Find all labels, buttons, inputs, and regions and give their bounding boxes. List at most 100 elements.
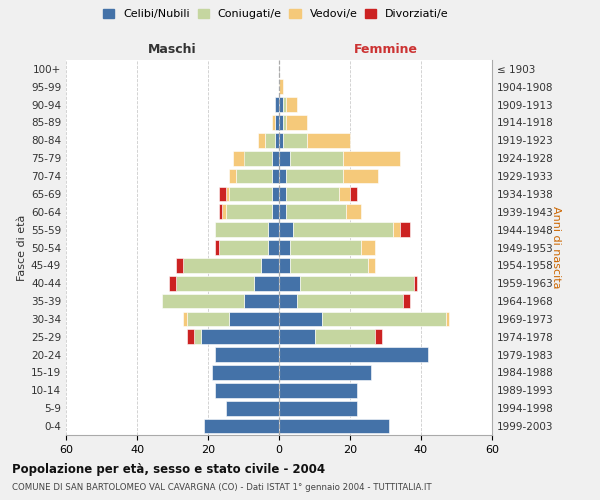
Text: Femmine: Femmine bbox=[353, 44, 418, 57]
Bar bbox=[290, 258, 368, 272]
Bar bbox=[268, 222, 279, 237]
Bar bbox=[286, 204, 346, 219]
Bar bbox=[176, 276, 254, 290]
Bar bbox=[301, 276, 414, 290]
Legend: Celibi/Nubili, Coniugati/e, Vedovi/e, Divorziati/e: Celibi/Nubili, Coniugati/e, Vedovi/e, Di… bbox=[100, 6, 452, 22]
Bar bbox=[215, 240, 218, 255]
Bar bbox=[272, 151, 279, 166]
Bar bbox=[283, 98, 286, 112]
Bar bbox=[229, 168, 236, 184]
Bar bbox=[222, 204, 226, 219]
Bar bbox=[215, 222, 268, 237]
Bar bbox=[340, 186, 350, 201]
Bar bbox=[194, 330, 201, 344]
Text: Popolazione per età, sesso e stato civile - 2004: Popolazione per età, sesso e stato civil… bbox=[12, 462, 325, 475]
Bar bbox=[279, 222, 293, 237]
Bar bbox=[279, 365, 371, 380]
Text: Maschi: Maschi bbox=[148, 44, 197, 57]
Bar bbox=[279, 276, 301, 290]
Bar bbox=[215, 383, 279, 398]
Bar bbox=[368, 258, 375, 272]
Bar bbox=[279, 258, 290, 272]
Bar bbox=[183, 258, 261, 272]
Bar bbox=[254, 276, 279, 290]
Bar bbox=[279, 168, 286, 184]
Bar bbox=[212, 365, 279, 380]
Bar bbox=[279, 330, 314, 344]
Bar bbox=[279, 80, 283, 94]
Bar bbox=[286, 115, 307, 130]
Bar bbox=[283, 133, 307, 148]
Bar bbox=[226, 401, 279, 415]
Bar bbox=[375, 330, 382, 344]
Bar bbox=[279, 204, 286, 219]
Bar bbox=[229, 312, 279, 326]
Bar bbox=[392, 222, 400, 237]
Bar bbox=[279, 419, 389, 434]
Bar bbox=[279, 348, 428, 362]
Bar bbox=[279, 294, 297, 308]
Bar bbox=[183, 312, 187, 326]
Bar bbox=[275, 115, 279, 130]
Bar bbox=[293, 222, 392, 237]
Bar bbox=[226, 186, 229, 201]
Bar bbox=[279, 115, 283, 130]
Bar bbox=[162, 294, 244, 308]
Bar bbox=[244, 151, 272, 166]
Bar bbox=[279, 312, 322, 326]
Bar bbox=[307, 133, 350, 148]
Y-axis label: Fasce di età: Fasce di età bbox=[17, 214, 27, 280]
Bar bbox=[286, 168, 343, 184]
Bar bbox=[261, 258, 279, 272]
Bar bbox=[268, 240, 279, 255]
Bar bbox=[279, 383, 357, 398]
Bar bbox=[350, 186, 357, 201]
Bar bbox=[414, 276, 418, 290]
Bar bbox=[218, 204, 222, 219]
Bar bbox=[446, 312, 449, 326]
Bar bbox=[229, 186, 272, 201]
Bar bbox=[187, 312, 229, 326]
Bar bbox=[176, 258, 183, 272]
Bar bbox=[279, 151, 290, 166]
Bar bbox=[279, 401, 357, 415]
Bar bbox=[265, 133, 275, 148]
Bar bbox=[272, 186, 279, 201]
Bar bbox=[279, 98, 283, 112]
Bar bbox=[403, 294, 410, 308]
Bar bbox=[272, 115, 275, 130]
Bar bbox=[290, 240, 361, 255]
Bar bbox=[275, 133, 279, 148]
Bar bbox=[400, 222, 410, 237]
Bar bbox=[272, 204, 279, 219]
Bar bbox=[361, 240, 375, 255]
Bar bbox=[258, 133, 265, 148]
Bar bbox=[279, 240, 290, 255]
Bar bbox=[236, 168, 272, 184]
Bar bbox=[169, 276, 176, 290]
Bar bbox=[233, 151, 244, 166]
Bar bbox=[286, 186, 340, 201]
Bar bbox=[283, 115, 286, 130]
Bar bbox=[275, 98, 279, 112]
Bar bbox=[226, 204, 272, 219]
Bar bbox=[272, 168, 279, 184]
Bar bbox=[346, 204, 361, 219]
Bar bbox=[205, 419, 279, 434]
Bar bbox=[343, 168, 379, 184]
Bar bbox=[286, 98, 297, 112]
Bar bbox=[201, 330, 279, 344]
Bar bbox=[218, 186, 226, 201]
Bar bbox=[218, 240, 268, 255]
Bar bbox=[314, 330, 375, 344]
Bar bbox=[244, 294, 279, 308]
Bar bbox=[297, 294, 403, 308]
Bar bbox=[187, 330, 194, 344]
Text: COMUNE DI SAN BARTOLOMEO VAL CAVARGNA (CO) - Dati ISTAT 1° gennaio 2004 - TUTTIT: COMUNE DI SAN BARTOLOMEO VAL CAVARGNA (C… bbox=[12, 484, 431, 492]
Bar bbox=[279, 133, 283, 148]
Bar bbox=[343, 151, 400, 166]
Y-axis label: Anni di nascita: Anni di nascita bbox=[551, 206, 560, 289]
Bar bbox=[322, 312, 446, 326]
Bar bbox=[279, 186, 286, 201]
Bar bbox=[215, 348, 279, 362]
